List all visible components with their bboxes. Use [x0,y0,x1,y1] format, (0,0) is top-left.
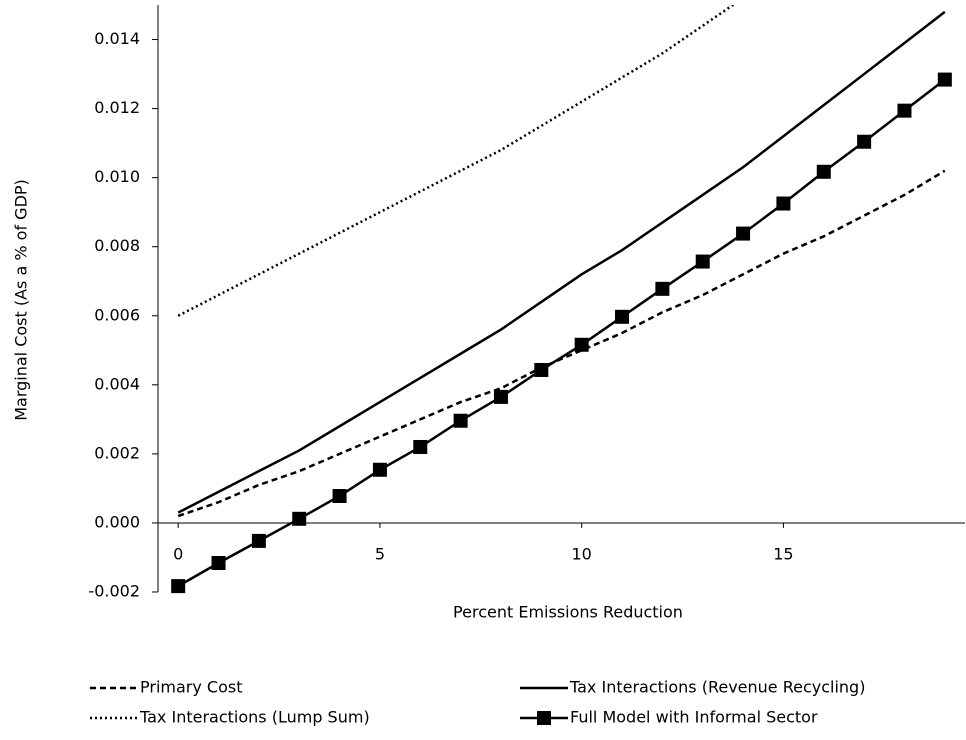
y-tick-label: 0.000 [94,512,140,531]
data-point [574,337,589,352]
data-point [695,254,710,269]
y-tick-label: 0.004 [94,374,140,393]
data-point [736,226,751,241]
legend-label: Full Model with Informal Sector [570,708,818,727]
data-point [493,389,508,404]
y-tick-label: -0.002 [88,582,140,601]
data-point [171,579,186,594]
legend-label: Primary Cost [140,678,242,697]
series-line [177,10,946,514]
legend-label: Tax Interactions (Revenue Recycling) [569,678,865,697]
data-point [776,196,791,211]
data-point [372,462,387,477]
legend-label: Tax Interactions (Lump Sum) [139,708,370,727]
data-point [937,72,952,87]
x-tick-label: 0 [173,544,183,563]
data-point [332,489,347,504]
data-point [251,533,266,548]
data-point [615,309,630,324]
data-point [655,281,670,296]
x-tick-label: 15 [773,544,793,563]
y-axis-title: Marginal Cost (As a % of GDP) [12,179,31,421]
data-point [413,439,428,454]
y-tick-label: 0.006 [94,305,140,324]
series-line [177,5,736,317]
series-line [177,169,946,518]
data-point [816,164,831,179]
data-point [534,362,549,377]
data-point [292,511,307,526]
y-tick-label: 0.012 [94,98,140,117]
data-point [211,555,226,570]
x-tick-label: 10 [571,544,591,563]
legend-marker [537,711,551,725]
data-point [897,103,912,118]
y-tick-label: 0.014 [94,29,140,48]
y-tick-label: 0.008 [94,236,140,255]
x-axis-title: Percent Emissions Reduction [453,603,683,622]
x-tick-label: 5 [375,544,385,563]
y-tick-label: 0.010 [94,167,140,186]
data-point [857,134,872,149]
y-tick-label: 0.002 [94,443,140,462]
data-point [453,413,468,428]
plot-area [171,5,952,594]
series-line [177,78,946,588]
